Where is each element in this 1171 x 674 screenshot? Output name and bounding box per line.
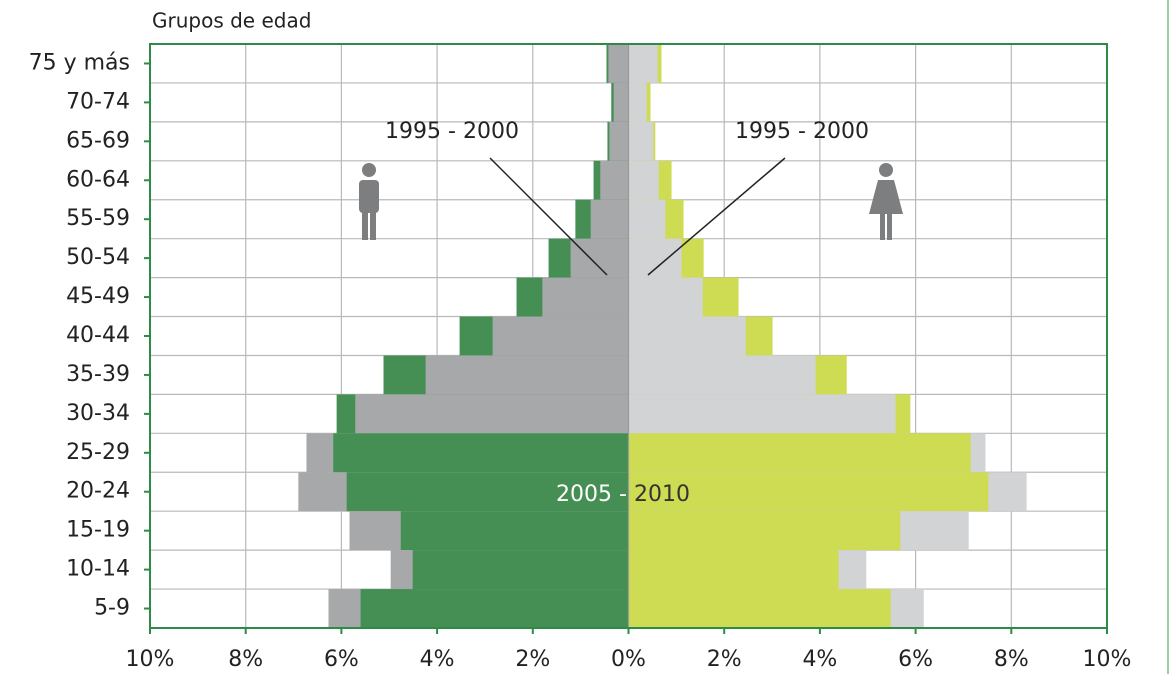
y-tick-label: 45-49 — [66, 284, 130, 309]
bar — [355, 394, 629, 434]
overlay: 1995 - 2000 1995 - 2000 2005 - 2010 2005… — [359, 119, 903, 507]
y-tick-label: 35-39 — [66, 362, 130, 387]
annotation-line — [489, 157, 608, 276]
x-tick-label: 4% — [802, 647, 837, 672]
bar — [628, 589, 891, 628]
y-tick-label: 5-9 — [94, 596, 130, 621]
x-tick-label: 2% — [515, 647, 550, 672]
annotation: 1995 - 2000 — [735, 119, 869, 144]
axis-title: Grupos de edad — [152, 9, 311, 33]
bar — [425, 355, 629, 395]
x-tick-label: 8% — [994, 647, 1029, 672]
bar — [628, 121, 654, 161]
y-tick-label: 75 y más — [29, 50, 130, 75]
bar — [590, 199, 629, 239]
y-tick-label: 50-54 — [66, 245, 130, 270]
y-tick-label: 60-64 — [66, 167, 130, 192]
man-icon — [359, 163, 379, 240]
bar — [542, 277, 629, 317]
bar — [613, 82, 629, 122]
bar — [360, 589, 629, 628]
bar — [628, 433, 971, 473]
y-tick-label: 40-44 — [66, 323, 130, 348]
x-tick-label: 2% — [707, 647, 742, 672]
bar — [628, 316, 746, 356]
bar — [628, 238, 682, 278]
bar — [628, 394, 896, 434]
bar — [628, 160, 659, 200]
bar — [412, 550, 629, 590]
x-tick-label: 10% — [1083, 647, 1132, 672]
y-tick-label: 70-74 — [66, 89, 130, 114]
x-tick-label: 6% — [324, 647, 359, 672]
bar — [570, 238, 629, 278]
woman-icon — [869, 163, 903, 240]
bar — [628, 511, 901, 551]
y-tick-label: 65-69 — [66, 128, 130, 153]
annotation: 2005 - 2010 — [556, 482, 690, 507]
bar — [600, 160, 629, 200]
bar — [628, 550, 839, 590]
bar — [628, 472, 989, 512]
bar — [628, 355, 816, 395]
x-tick-label: 0% — [611, 647, 646, 672]
y-tick-label: 10-14 — [66, 557, 130, 582]
bars — [298, 44, 1027, 628]
y-tick-label: 15-19 — [66, 518, 130, 543]
bar — [400, 511, 629, 551]
y-tick-label: 20-24 — [66, 479, 130, 504]
bar — [628, 199, 666, 239]
bar — [628, 277, 703, 317]
bar — [628, 44, 658, 83]
annotation: 2005 - 2010 — [556, 482, 690, 507]
x-tick-label: 6% — [898, 647, 933, 672]
x-tick-label: 10% — [126, 647, 175, 672]
bar — [346, 472, 629, 512]
x-tick-label: 4% — [420, 647, 455, 672]
y-tick-label: 25-29 — [66, 440, 130, 465]
y-tick-label: 30-34 — [66, 401, 130, 426]
annotation-line — [647, 157, 786, 276]
bar — [333, 433, 629, 473]
bar — [608, 44, 629, 83]
bar — [609, 121, 629, 161]
bar — [492, 316, 629, 356]
x-tick-label: 8% — [228, 647, 263, 672]
bar — [628, 82, 647, 122]
y-tick-label: 55-59 — [66, 206, 130, 231]
annotation: 1995 - 2000 — [385, 119, 519, 144]
